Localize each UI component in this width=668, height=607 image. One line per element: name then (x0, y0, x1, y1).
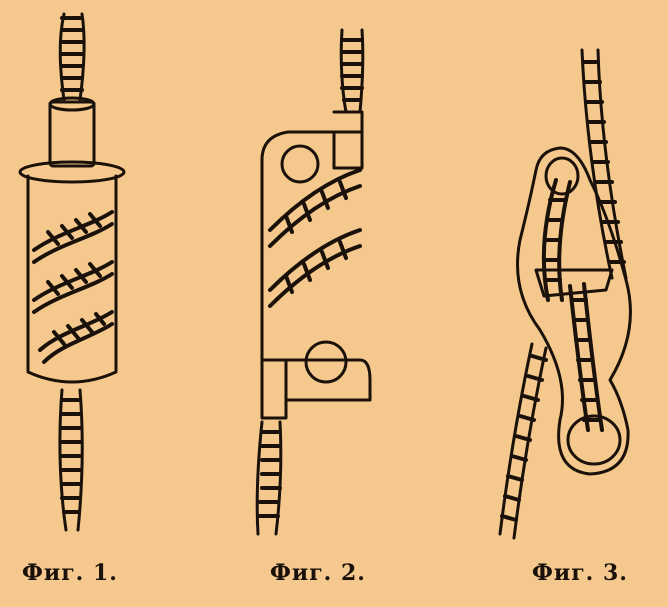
fig1-spiral-rope (32, 210, 114, 364)
figure-2-caption: Фиг. 2. (270, 560, 366, 586)
figure-1-caption: Фиг. 1. (22, 560, 118, 586)
fig3-rope-top (580, 48, 628, 280)
fig2-inner-rope (268, 168, 362, 308)
fig1-collar (48, 100, 96, 168)
fig3-rope-left (498, 342, 548, 540)
fig3-rope-loop (541, 178, 572, 302)
fig1-body (26, 174, 118, 384)
figure-3-drawing (498, 48, 632, 540)
fig3-hole-top (544, 156, 580, 196)
fig3-window (534, 268, 614, 298)
fig2-hole-top (280, 144, 320, 184)
fig2-rope-top (339, 28, 365, 114)
figure-3-caption: Фиг. 3. (532, 560, 628, 586)
fig1-flange (18, 160, 126, 184)
fig3-rope-center (568, 282, 604, 432)
fig2-hole-bottom (304, 340, 348, 384)
fig3-body (516, 146, 632, 476)
fig2-plate (260, 110, 372, 420)
fig1-rope-bottom (58, 388, 84, 532)
fig1-collar-top (48, 96, 96, 112)
fig2-rope-bottom (255, 420, 283, 536)
figure-2-drawing (255, 28, 372, 536)
figure-1-drawing (18, 12, 126, 532)
fig1-rope-top (58, 12, 86, 102)
fig3-hole-bottom (566, 414, 622, 466)
